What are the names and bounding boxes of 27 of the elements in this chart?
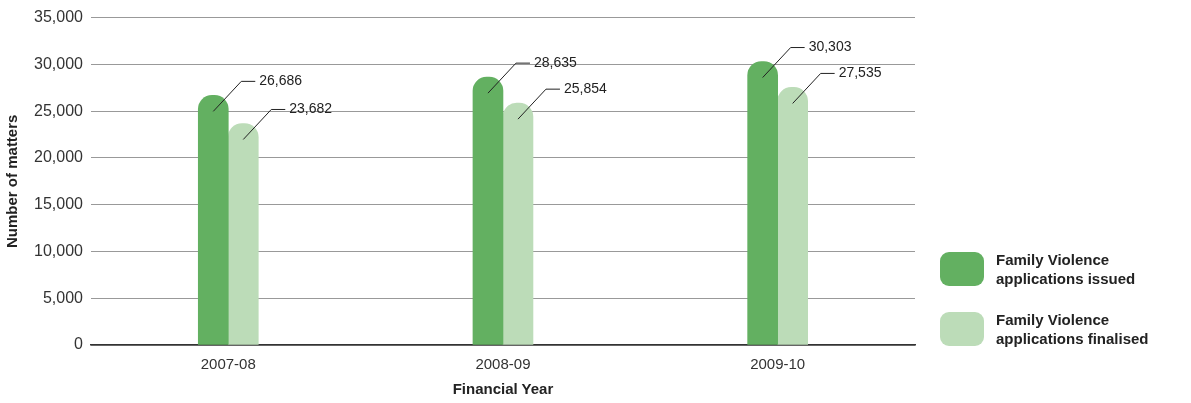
data-label: 26,686 [259, 72, 303, 89]
x-tick-label: 2009-10 [750, 355, 806, 373]
bar [227, 123, 259, 345]
legend-label: Family Violence applications issued [996, 250, 1137, 288]
x-axis-title: Financial Year [452, 380, 554, 398]
data-label: 25,854 [563, 80, 607, 97]
y-tick-label: 25,000 [34, 101, 84, 119]
bar [472, 76, 504, 345]
y-axis-title: Number of matters [3, 114, 21, 248]
y-tick-label: 30,000 [34, 54, 84, 72]
bar [502, 102, 534, 345]
y-tick-label: 0 [74, 335, 84, 353]
y-tick-label: 20,000 [34, 148, 84, 166]
bar [747, 61, 778, 345]
y-tick-label: 5,000 [42, 288, 84, 306]
data-label: 23,682 [289, 100, 333, 117]
x-tick-label: 2007-08 [200, 355, 256, 373]
data-label: 30,303 [808, 38, 852, 55]
bar [197, 95, 229, 345]
x-tick-label: 2008-09 [475, 355, 531, 373]
data-label: 28,635 [533, 54, 577, 70]
y-tick-label: 10,000 [34, 241, 84, 259]
y-tick-label: 35,000 [34, 8, 84, 26]
data-label: 27,535 [838, 64, 882, 81]
legend-label: Family Violence applications finalised [996, 310, 1150, 348]
bar [777, 87, 808, 345]
y-tick-label: 15,000 [34, 195, 84, 213]
